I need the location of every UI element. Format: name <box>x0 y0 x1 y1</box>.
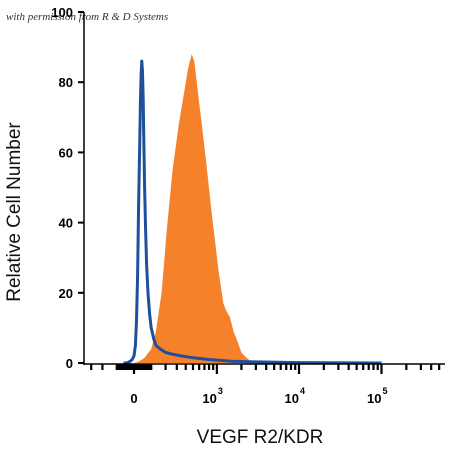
x-tick-exponent-3: 5 <box>383 386 388 396</box>
y-tick-label-0: 0 <box>66 356 73 371</box>
x-axis-label: VEGF R2/KDR <box>197 427 324 448</box>
y-tick-label-60: 60 <box>59 145 73 160</box>
permission-watermark: with permission from R & D Systems <box>6 11 168 23</box>
y-axis: 0 20 40 60 80 100 <box>51 5 85 371</box>
x-axis: 0 10 3 10 4 10 5 <box>84 363 445 406</box>
y-tick-label-100: 100 <box>51 5 73 20</box>
x-tick-exponent-2: 4 <box>300 386 305 396</box>
plot-area <box>123 54 382 365</box>
x-tick-label-1: 10 <box>202 391 216 406</box>
x-tick-label-0: 0 <box>130 391 137 406</box>
x-tick-label-2: 10 <box>285 391 299 406</box>
series-1-line <box>123 59 382 365</box>
y-tick-label-20: 20 <box>59 286 73 301</box>
y-tick-label-80: 80 <box>59 75 73 90</box>
y-axis-label: Relative Cell Number <box>4 122 25 302</box>
y-tick-label-40: 40 <box>59 216 73 231</box>
series-0-area <box>130 54 256 363</box>
x-tick-label-3: 10 <box>367 391 381 406</box>
x-tick-exponent-1: 3 <box>218 386 223 396</box>
